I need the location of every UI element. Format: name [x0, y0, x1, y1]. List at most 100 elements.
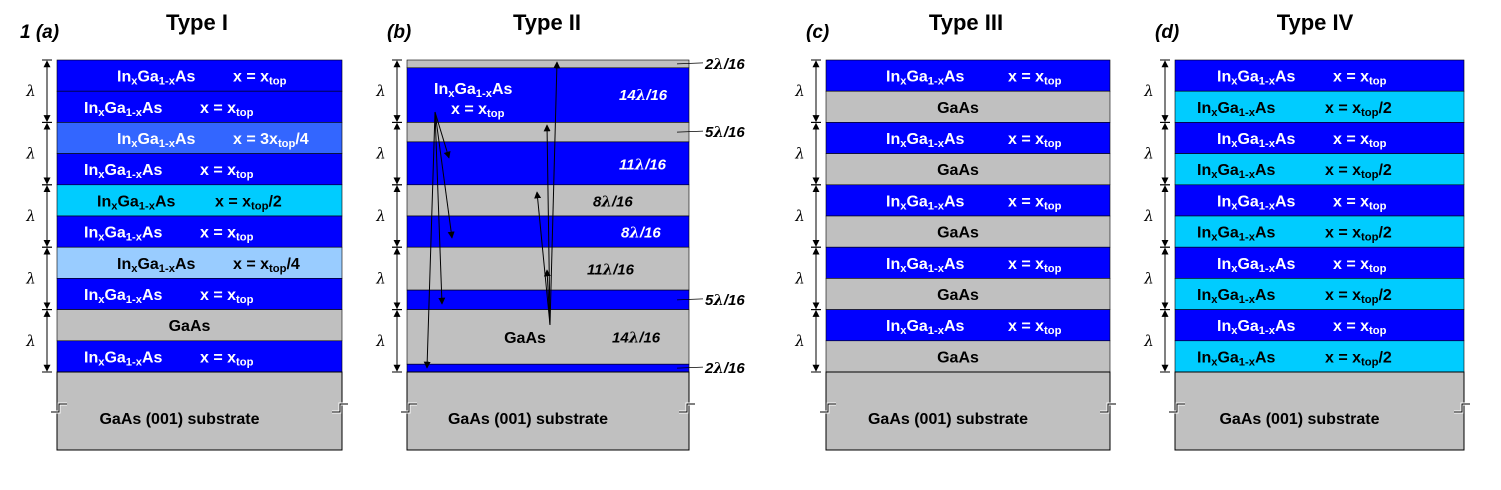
layer-formula: InxGa1-xAs — [84, 225, 163, 244]
layer-band — [406, 59, 690, 69]
composition-label: x = xtop/4 — [233, 256, 300, 275]
layer-label: GaAs — [937, 162, 979, 179]
layer-band — [1174, 122, 1465, 154]
substrate-label: GaAs (001) substrate — [448, 411, 608, 428]
layer-band — [56, 184, 343, 217]
leader-line — [676, 130, 704, 133]
layer-formula: InxGa1-xAs — [117, 256, 196, 275]
layer-band — [56, 59, 343, 92]
layer-formula: InxGa1-xAs — [84, 287, 163, 306]
composition-label: x = xtop — [1008, 131, 1062, 150]
layer-formula: InxGa1-xAs — [886, 256, 965, 275]
composition-label: x = xtop — [1333, 131, 1387, 150]
composition-label: x = xtop/2 — [1325, 225, 1392, 244]
thickness-label: 5λ/16 — [705, 123, 745, 141]
composition-label: x = xtop — [1333, 318, 1387, 337]
panel-title: Type II — [513, 10, 581, 35]
panel-letter: (c) — [806, 22, 829, 43]
layer-formula: InxGa1-xAs — [117, 69, 196, 88]
panel-b: (b) Type II 2λ/16 14λ/16 5λ/16 11λ/16 8λ/16 8λ/… — [375, 10, 745, 451]
layer-formula: InxGa1-xAs — [117, 131, 196, 150]
composition-label: x = xtop — [1333, 69, 1387, 88]
lambda-label: λ — [25, 207, 36, 225]
break-mark — [820, 403, 836, 413]
layer-band — [825, 153, 1111, 186]
layer-band — [825, 309, 1111, 342]
layer-formula: InxGa1-xAs — [1217, 193, 1296, 212]
layer-formula: InxGa1-xAs — [1197, 162, 1276, 181]
lambda-label: λ — [375, 145, 386, 163]
layer-band — [1174, 309, 1465, 342]
composition-label: x = xtop/2 — [1325, 100, 1392, 119]
gaas-label: GaAs — [504, 330, 546, 347]
layer-formula: InxGa1-xAs — [1197, 100, 1276, 119]
substrate-label: GaAs (001) substrate — [1219, 411, 1379, 428]
substrate-block — [825, 371, 1111, 451]
composition-label: x = xtop — [1008, 193, 1062, 212]
layer-label: GaAs — [937, 225, 979, 242]
composition-label: x = xtop/2 — [1325, 162, 1392, 181]
composition-label: x = xtop — [1008, 69, 1062, 88]
reflection-arrow — [434, 111, 451, 159]
lambda-label: λ — [375, 332, 386, 350]
leader-line — [676, 298, 704, 301]
layer-band — [1174, 59, 1465, 92]
lambda-label: λ — [375, 269, 386, 287]
composition-label: x = xtop — [200, 287, 254, 306]
layer-formula: InxGa1-xAs — [1197, 349, 1276, 368]
substrate-block — [406, 371, 690, 451]
composition-label: x = xtop — [1008, 256, 1062, 275]
layer-formula: InxGa1-xAs — [886, 193, 965, 212]
layer-band — [56, 246, 343, 279]
reflection-arrow — [434, 111, 446, 305]
thickness-label: 14λ/16 — [612, 329, 661, 347]
layer-label: GaAs — [169, 318, 211, 335]
lambda-label: λ — [1143, 82, 1154, 100]
thickness-label: 11λ/16 — [619, 155, 667, 173]
layer-formula: InxGa1-xAs — [84, 349, 163, 368]
leader-line — [676, 62, 704, 65]
layer-formula: InxGa1-xAs — [1197, 287, 1276, 306]
layer-formula: InxGa1-xAs — [1217, 256, 1296, 275]
composition-label: x = xtop — [1008, 318, 1062, 337]
break-mark — [1100, 403, 1116, 413]
layer-band — [825, 246, 1111, 279]
layer-band — [1174, 215, 1465, 248]
thickness-label: 2λ/16 — [704, 359, 745, 377]
layer-formula: InxGa1-xAs — [886, 69, 965, 88]
composition-label: x = xtop/2 — [215, 193, 282, 212]
substrate-block — [56, 371, 343, 451]
panel-letter: (b) — [387, 22, 411, 43]
thickness-label: 2λ/16 — [704, 55, 745, 73]
layer-band — [56, 309, 343, 342]
layer-band — [406, 363, 690, 373]
layer-formula: InxGa1-xAs — [1217, 69, 1296, 88]
layer-band — [825, 340, 1111, 373]
composition-label: x = xtop — [200, 100, 254, 119]
lambda-label: λ — [375, 82, 386, 100]
layer-band — [1174, 90, 1465, 123]
layer-label: GaAs — [937, 100, 979, 117]
layer-formula: InxGa1-xAs — [886, 318, 965, 337]
layer-band — [406, 122, 690, 143]
layer-label: GaAs — [937, 349, 979, 366]
reflection-arrow — [543, 124, 551, 326]
panel-title: Type III — [929, 10, 1003, 35]
layer-formula: InxGa1-xAs — [1217, 318, 1296, 337]
layer-formula: InxGa1-xAs — [1197, 225, 1276, 244]
layer-band — [1174, 184, 1465, 217]
lambda-label: λ — [1143, 332, 1154, 350]
break-mark — [1169, 403, 1185, 413]
thickness-label: 11λ/16 — [587, 261, 635, 279]
leader-line — [676, 366, 704, 369]
panel-letter: 1 (a) — [20, 22, 59, 43]
layer-band — [825, 122, 1111, 154]
lambda-label: λ — [375, 207, 386, 225]
layer-band — [1174, 340, 1465, 373]
reflection-arrow — [434, 111, 455, 239]
composition-label: x = xtop — [200, 349, 254, 368]
composition-label: x = xtop — [200, 162, 254, 181]
